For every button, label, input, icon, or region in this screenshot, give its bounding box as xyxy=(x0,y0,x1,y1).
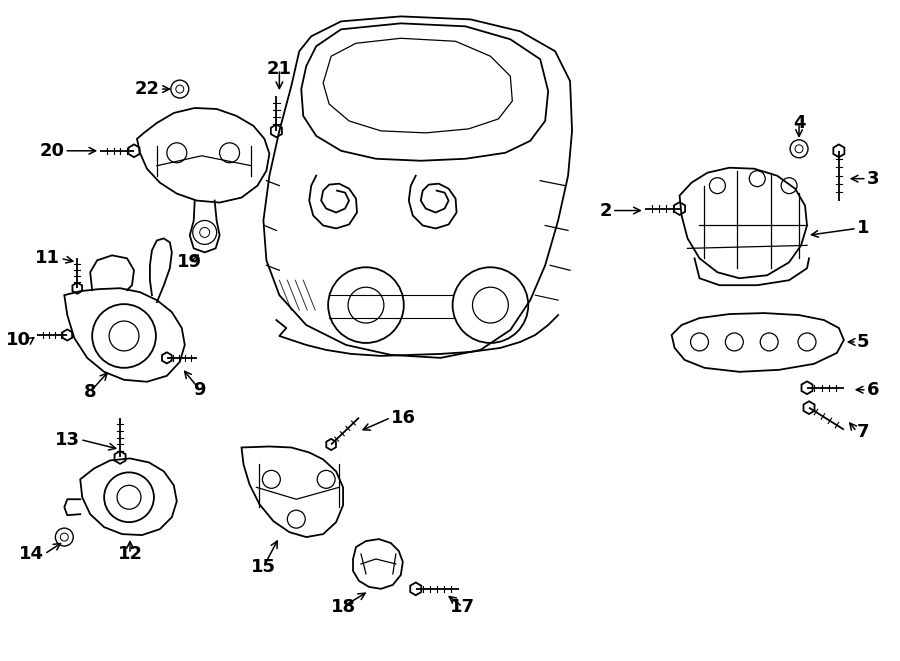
Text: 21: 21 xyxy=(267,60,292,78)
Text: 7: 7 xyxy=(857,422,869,440)
Text: 22: 22 xyxy=(135,80,160,98)
Text: 2: 2 xyxy=(599,202,612,219)
Text: 12: 12 xyxy=(118,545,142,563)
Text: 19: 19 xyxy=(177,253,202,271)
Text: 20: 20 xyxy=(40,142,64,160)
Text: 17: 17 xyxy=(450,598,475,616)
Text: 11: 11 xyxy=(35,249,60,267)
Text: 6: 6 xyxy=(867,381,879,399)
Text: 8: 8 xyxy=(84,383,96,401)
Text: 15: 15 xyxy=(251,558,276,576)
Text: 10: 10 xyxy=(5,331,31,349)
Text: 16: 16 xyxy=(391,408,416,426)
Text: 3: 3 xyxy=(867,170,879,188)
Text: 9: 9 xyxy=(194,381,206,399)
Text: 14: 14 xyxy=(20,545,44,563)
Text: 4: 4 xyxy=(793,114,806,132)
Text: 13: 13 xyxy=(55,430,80,449)
Text: 18: 18 xyxy=(330,598,356,616)
Text: 1: 1 xyxy=(857,219,869,237)
Text: 5: 5 xyxy=(857,333,869,351)
